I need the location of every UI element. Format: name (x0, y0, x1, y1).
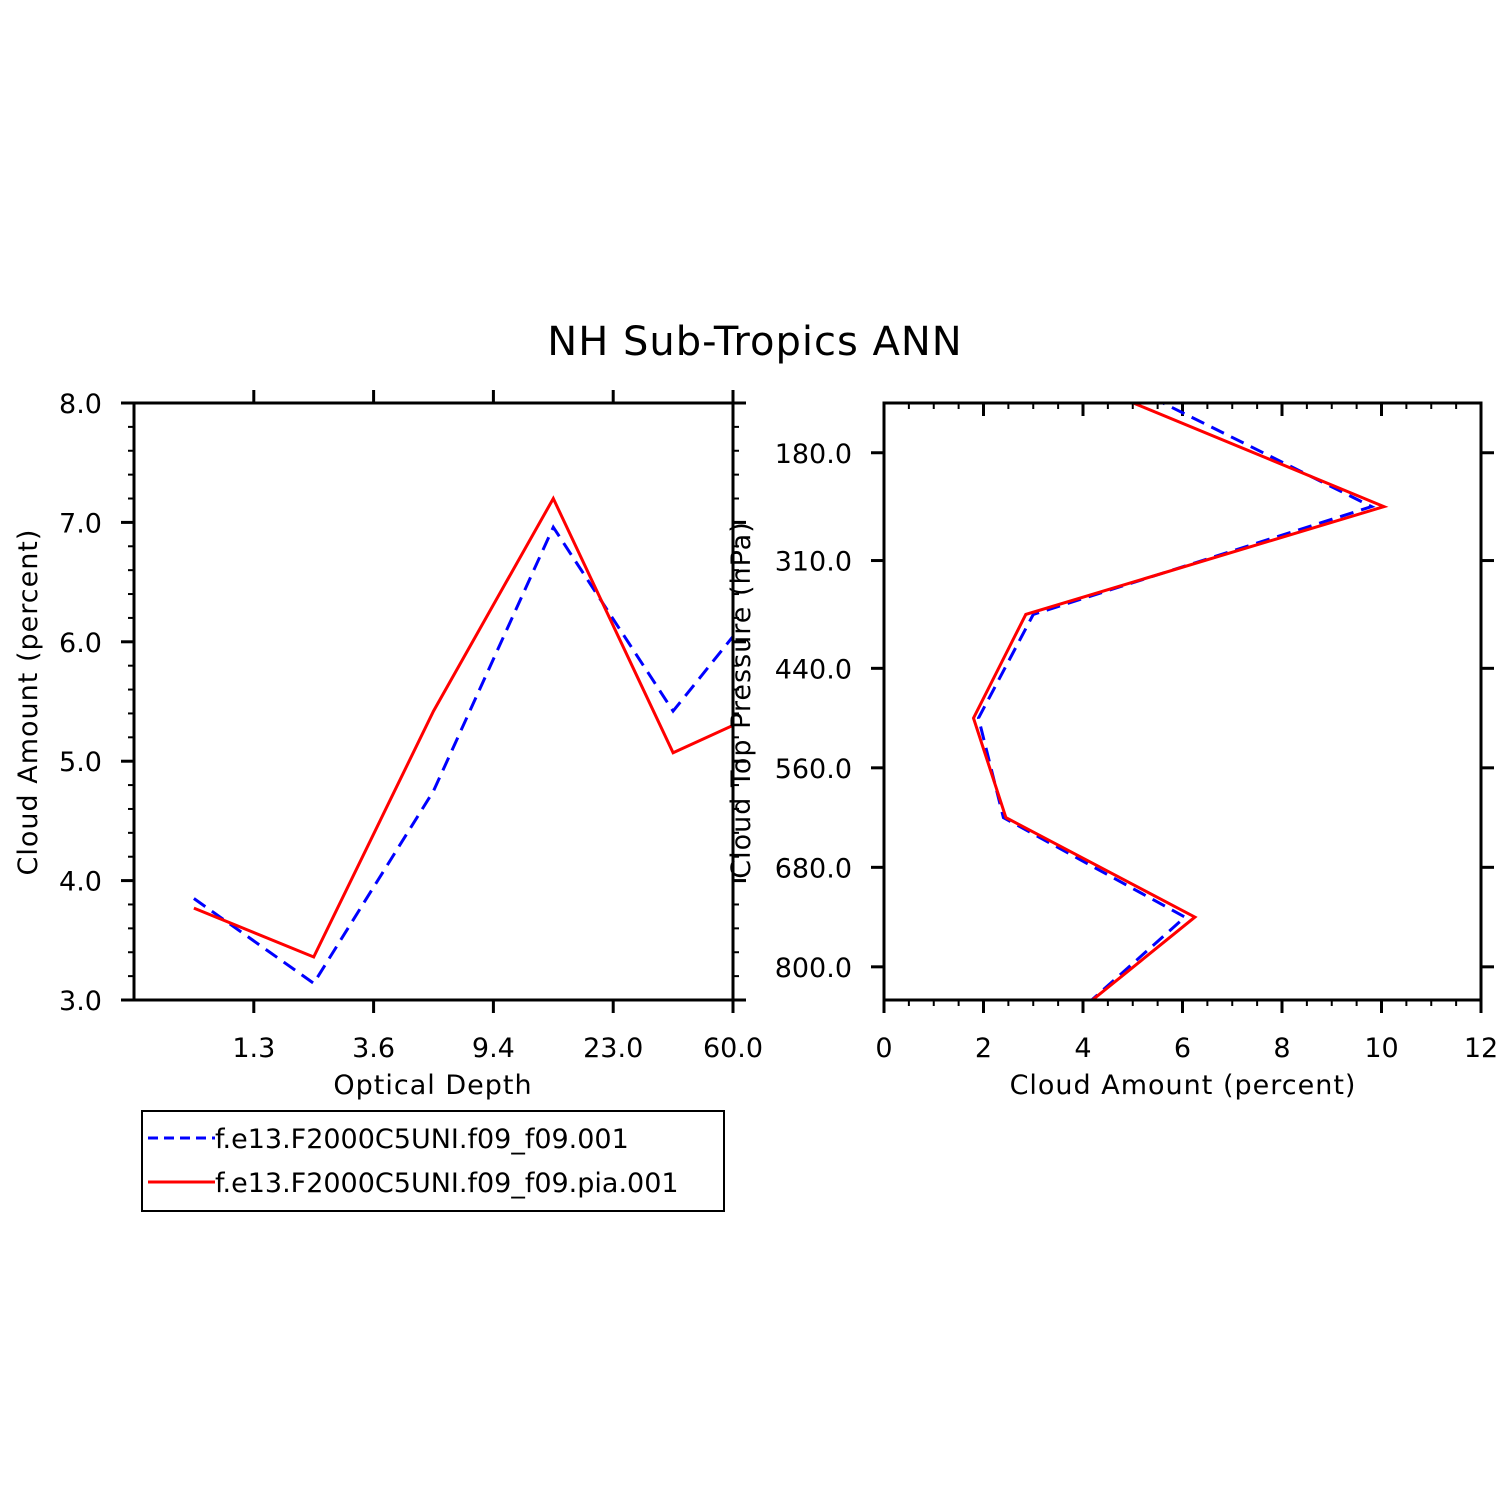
right-y-tick-label: 680.0 (775, 853, 852, 884)
left-y-tick-label: 6.0 (59, 628, 102, 659)
legend-label-1: f.e13.F2000C5UNI.f09_f09.001 (215, 1124, 629, 1155)
right-y-axis-label: Cloud Top Pressure (hPa) (726, 521, 757, 879)
legend-box (141, 1110, 725, 1212)
left-y-tick-label: 8.0 (59, 389, 102, 420)
right-plot-frame (882, 401, 1483, 1002)
right-tick-labels: 0 2 4 6 8 10 12 180.0 310.0 440.0 560.0 680.0 800.0 (775, 439, 1498, 1064)
right-y-tick-label: 560.0 (775, 754, 852, 785)
right-x-tick-label: 10 (1364, 1033, 1398, 1064)
right-y-tick-label: 800.0 (775, 953, 852, 984)
right-y-tick-label: 440.0 (775, 654, 852, 685)
left-panel: 1.3 3.6 9.4 23.0 60.0 3.0 4.0 5.0 6.0 7.0 8.0 Opti… (13, 389, 763, 1101)
left-x-tick-label: 60.0 (703, 1033, 763, 1064)
left-x-tick-label: 3.6 (352, 1033, 395, 1064)
right-x-tick-label: 8 (1273, 1033, 1290, 1064)
left-x-tick-label: 9.4 (472, 1033, 515, 1064)
right-series-line-1 (976, 403, 1376, 1000)
figure-title: NH Sub-Tropics ANN (547, 319, 962, 365)
right-x-tick-label: 4 (1074, 1033, 1091, 1064)
right-x-tick-label: 12 (1464, 1033, 1498, 1064)
legend-label-2: f.e13.F2000C5UNI.f09_f09.pia.001 (215, 1168, 679, 1199)
right-series-line-2 (971, 403, 1389, 1000)
right-x-tick-label: 6 (1174, 1033, 1191, 1064)
left-series-line-1 (193, 524, 733, 986)
right-y-tick-label: 180.0 (775, 439, 852, 470)
right-ticks (871, 403, 1494, 1013)
left-x-axis-label: Optical Depth (333, 1070, 532, 1101)
left-tick-labels: 1.3 3.6 9.4 23.0 60.0 3.0 4.0 5.0 6.0 7.0 8.0 (59, 389, 763, 1064)
right-x-tick-label: 0 (875, 1033, 892, 1064)
left-ticks (121, 390, 746, 1013)
left-x-tick-label: 23.0 (583, 1033, 643, 1064)
left-plot-frame (132, 401, 735, 1002)
left-series-line-2 (193, 495, 733, 959)
right-panel: 0 2 4 6 8 10 12180.0310.0440.0560.0680.0800.0 … (726, 401, 1498, 1101)
left-y-tick-label: 4.0 (59, 867, 102, 898)
right-y-tick-label: 310.0 (775, 547, 852, 578)
right-x-tick-label: 2 (975, 1033, 992, 1064)
left-x-tick-label: 1.3 (232, 1033, 275, 1064)
left-y-tick-label: 3.0 (59, 986, 102, 1017)
left-y-axis-label: Cloud Amount (percent) (13, 529, 44, 876)
left-y-tick-label: 7.0 (59, 508, 102, 539)
left-y-tick-label: 5.0 (59, 747, 102, 778)
legend: f.e13.F2000C5UNI.f09_f09.001 f.e13.F2000… (141, 1110, 725, 1212)
right-x-axis-label: Cloud Amount (percent) (1010, 1070, 1357, 1101)
